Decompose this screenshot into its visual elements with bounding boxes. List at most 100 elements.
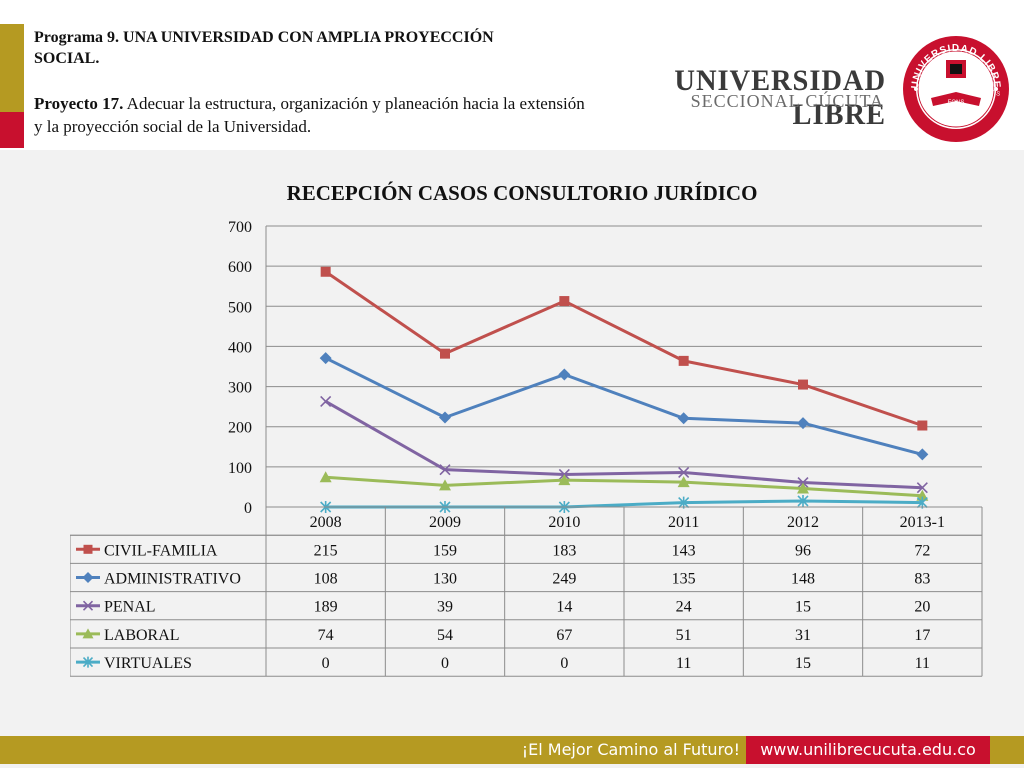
y-tick-label: 300 (228, 380, 252, 397)
data-point (916, 482, 928, 494)
university-seal-logo: UNIVERSIDAD LIBRE COLOMBIA SCIENTIA FONS… (903, 36, 1009, 142)
data-label: 143 (672, 542, 696, 559)
series-line (324, 400, 923, 490)
series-penal (320, 395, 928, 494)
data-label: 108 (314, 571, 338, 588)
data-point (320, 266, 331, 277)
data-point (797, 482, 809, 494)
legend-label: VIRTUALES (104, 655, 192, 672)
series-line (325, 499, 923, 509)
legend-key-civil-familia (76, 544, 100, 554)
data-point (677, 412, 690, 425)
legend-label: PENAL (104, 599, 156, 616)
data-point (439, 464, 451, 476)
data-point (797, 417, 809, 430)
data-point (559, 296, 570, 307)
data-point (916, 448, 929, 461)
data-point (82, 572, 94, 583)
y-tick-label: 400 (228, 339, 252, 356)
data-point (319, 471, 332, 483)
data-point (677, 476, 690, 488)
seal-left-text: SCIENTIA (940, 83, 968, 94)
data-label: 215 (314, 542, 338, 559)
data-label: 14 (556, 599, 572, 616)
seccional-name: SECCIONAL CÚCUTA (690, 91, 884, 111)
data-point (797, 494, 809, 507)
y-tick-label: 500 (228, 299, 252, 316)
seal-right-text: LIBERTATIS (967, 86, 1001, 98)
data-label: 39 (437, 599, 453, 616)
data-point (798, 379, 808, 390)
data-label: 135 (672, 571, 696, 588)
university-name: UNIVERSIDAD LIBRE (674, 64, 886, 131)
data-label: 11 (676, 655, 691, 672)
x-category-label: 2011 (668, 514, 699, 531)
header-band (0, 0, 1024, 150)
series-laboral (319, 471, 929, 501)
footer-slogan: ¡El Mejor Camino al Futuro! (521, 740, 740, 759)
project-label: Proyecto 17. (34, 94, 124, 113)
data-point (678, 466, 690, 479)
project-description: Proyecto 17. Adecuar la estructura, orga… (34, 92, 594, 138)
data-point (797, 476, 809, 489)
data-label: 20 (914, 599, 930, 616)
y-tick-label: 0 (244, 500, 252, 517)
data-label: 67 (556, 627, 572, 644)
data-point (82, 656, 94, 668)
data-point (82, 600, 94, 611)
data-point (320, 395, 332, 407)
y-tick-label: 100 (228, 460, 252, 477)
accent-bar-gold (0, 24, 24, 112)
series-line (324, 356, 923, 456)
legend-label: CIVIL-FAMILIA (104, 542, 218, 559)
x-category-label: 2008 (310, 514, 342, 531)
data-point (917, 420, 928, 431)
y-axis-ticks: 0 100 200 300 400 500 600 700 (228, 219, 252, 517)
legend-label: ADMINISTRATIVO (104, 571, 241, 588)
y-tick-label: 700 (228, 219, 252, 236)
x-category-label: 2013-1 (900, 514, 945, 531)
data-label: 54 (437, 627, 453, 644)
y-tick-label: 200 (228, 420, 252, 437)
data-label: 148 (791, 571, 815, 588)
data-label: 15 (795, 655, 811, 672)
data-label: 189 (314, 599, 338, 616)
data-label: 249 (552, 571, 576, 588)
x-category-label: 2009 (429, 514, 461, 531)
data-label: 24 (676, 599, 692, 616)
data-point (83, 544, 93, 554)
data-label: 130 (433, 571, 457, 588)
data-label: 51 (676, 627, 692, 644)
data-point (82, 628, 94, 639)
project-text: Adecuar la estructura, organización y pl… (34, 94, 585, 136)
program-title: Programa 9. UNA UNIVERSIDAD CON AMPLIA P… (34, 29, 494, 67)
y-tick-label: 600 (228, 259, 252, 276)
data-label: 17 (914, 627, 930, 644)
legend-key-penal (76, 600, 100, 611)
legend-key-administrativo (76, 572, 100, 583)
data-label: 74 (318, 627, 334, 644)
series-administrativo (319, 352, 929, 461)
accent-bar-red (0, 112, 24, 148)
data-point (558, 368, 571, 381)
chart-container: RECEPCIÓN CASOS CONSULTORIO JURÍDICO 0 10… (70, 168, 994, 678)
data-label: 0 (441, 655, 449, 672)
data-point (439, 411, 451, 424)
data-label: 11 (915, 655, 930, 672)
data-point (319, 352, 332, 365)
data-label: 96 (795, 542, 811, 559)
footer-url-link[interactable]: www.unilibrecucuta.edu.co (746, 736, 990, 764)
data-label: 83 (914, 571, 930, 588)
data-label: 159 (433, 542, 457, 559)
data-label: 0 (560, 655, 568, 672)
legend-label: LABORAL (104, 627, 180, 644)
line-chart: RECEPCIÓN CASOS CONSULTORIO JURÍDICO 0 10… (70, 181, 983, 677)
data-point (440, 348, 450, 359)
series-line (324, 270, 923, 427)
grid-lines (265, 225, 982, 508)
data-label: 72 (914, 542, 930, 559)
series-civil-familia (320, 266, 928, 431)
data-label: 15 (795, 599, 811, 616)
series-lines (319, 266, 929, 513)
